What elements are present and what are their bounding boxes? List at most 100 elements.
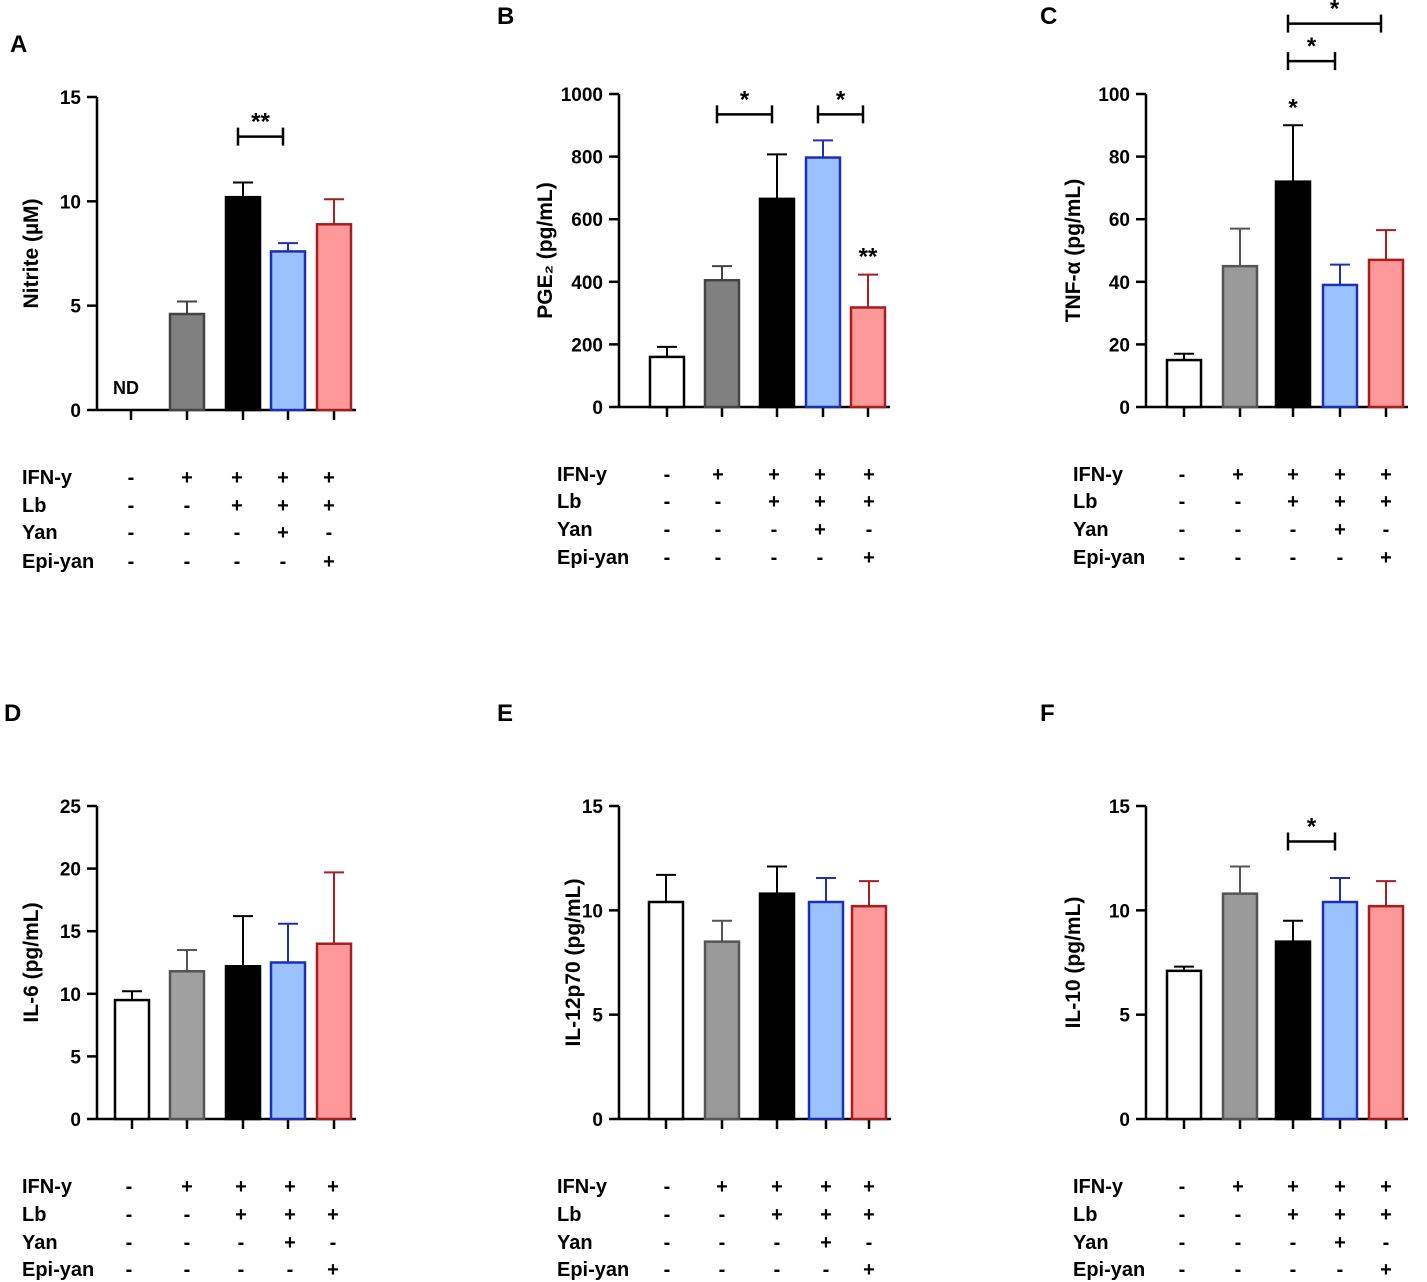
treatment-mark: + [1287,1204,1299,1226]
treatment-mark: - [817,547,824,569]
bar [1274,180,1312,409]
treatment-mark: - [1290,547,1297,569]
treatment-row-label: IFN-y [557,1176,608,1198]
treatment-mark: + [814,519,826,541]
treatment-mark: + [712,464,724,486]
panel-letter: E [497,700,513,727]
treatment-mark: + [820,1232,832,1254]
treatment-mark: + [771,1176,783,1198]
y-tick-label: 20 [1109,335,1130,356]
bar [1367,258,1405,409]
y-tick-label: 800 [571,148,603,169]
y-tick-label: 10 [60,192,81,213]
treatment-mark: + [863,1204,875,1226]
treatment-row-label: Yan [557,1232,593,1254]
treatment-mark: + [863,1176,875,1198]
y-tick-label: 0 [1119,398,1130,419]
bracket-star: * [1307,813,1317,840]
treatment-mark: - [1383,519,1390,541]
bar [1321,900,1359,1121]
y-axis-label: IL-10 (pg/mL) [1062,897,1085,1029]
treatment-mark: + [284,1176,296,1198]
y-axis-label: IL-12p70 (pg/mL) [562,878,585,1046]
y-tick-label: 15 [1109,797,1131,818]
treatment-mark: - [1179,491,1186,513]
y-tick-label: 25 [60,797,82,818]
bar [1165,358,1203,409]
treatment-mark: - [184,551,191,573]
treatment-mark: - [1337,1259,1344,1281]
treatment-mark: + [1334,1204,1346,1226]
treatment-mark: - [128,522,135,544]
treatment-mark: + [863,547,875,569]
treatment-mark: + [863,464,875,486]
treatment-mark: + [323,551,335,573]
treatment-mark: - [126,1232,133,1254]
bar [1321,283,1359,409]
treatment-mark: + [1334,464,1346,486]
y-tick-label: 60 [1109,210,1130,231]
treatment-row-label: Yan [1073,519,1109,541]
treatment-row-label: Lb [1073,491,1097,513]
y-tick-label: 0 [70,401,81,422]
bar [269,961,307,1121]
bar [224,195,262,412]
bar [168,312,206,412]
treatment-mark: - [1290,1259,1297,1281]
bar-annotation: ND [113,378,139,398]
treatment-mark: - [664,464,671,486]
significance-star: * [1288,94,1298,121]
treatment-mark: + [768,464,780,486]
bar [648,355,686,409]
treatment-mark: - [771,519,778,541]
y-tick-label: 100 [1098,85,1130,106]
treatment-mark: - [126,1176,133,1198]
treatment-mark: + [1380,464,1392,486]
bar [1274,940,1312,1121]
treatment-mark: - [664,491,671,513]
treatment-mark: + [277,467,289,489]
y-tick-label: 5 [70,297,81,318]
treatment-mark: + [863,1259,875,1281]
y-tick-label: 20 [60,860,81,881]
bar [703,278,741,409]
treatment-row-label: Yan [557,519,593,541]
panel-f: F 0 5 10 15 IL-10 (pg/mL) * IFN-y - + + + + Lb - - + + + Ya… [1040,700,1408,1281]
treatment-mark: + [1380,547,1392,569]
treatment-mark: + [231,467,243,489]
treatment-mark: - [1179,547,1186,569]
treatment-row-label: Yan [22,1232,58,1254]
treatment-mark: - [280,551,287,573]
treatment-mark: - [866,519,873,541]
treatment-mark: - [664,1176,671,1198]
y-axis-label: TNF-α (pg/mL) [1062,179,1085,323]
treatment-mark: + [771,1204,783,1226]
treatment-mark: + [323,467,335,489]
treatment-mark: + [768,491,780,513]
bar [269,250,307,412]
treatment-mark: + [1380,491,1392,513]
y-axis-label: Nitrite (µM) [20,198,43,308]
panel-letter: C [1040,3,1057,30]
y-tick-label: 15 [60,922,82,943]
treatment-row-label: Epi-yan [22,551,94,573]
treatment-row-label: Lb [22,1204,46,1226]
treatment-mark: - [719,1204,726,1226]
treatment-mark: - [128,551,135,573]
treatment-mark: - [866,1232,873,1254]
y-tick-label: 5 [70,1047,81,1068]
bar [758,892,796,1121]
y-tick-label: 10 [582,901,603,922]
y-tick-label: 0 [1119,1110,1130,1131]
treatment-mark: + [814,464,826,486]
y-tick-label: 0 [592,398,603,419]
treatment-mark: + [284,1232,296,1254]
treatment-mark: + [1334,519,1346,541]
treatment-row-label: Yan [1073,1232,1109,1254]
significance-star: ** [859,244,878,271]
treatment-mark: - [664,519,671,541]
treatment-mark: + [820,1204,832,1226]
treatment-row-label: IFN-y [557,464,608,486]
treatment-row-label: Lb [557,491,581,513]
